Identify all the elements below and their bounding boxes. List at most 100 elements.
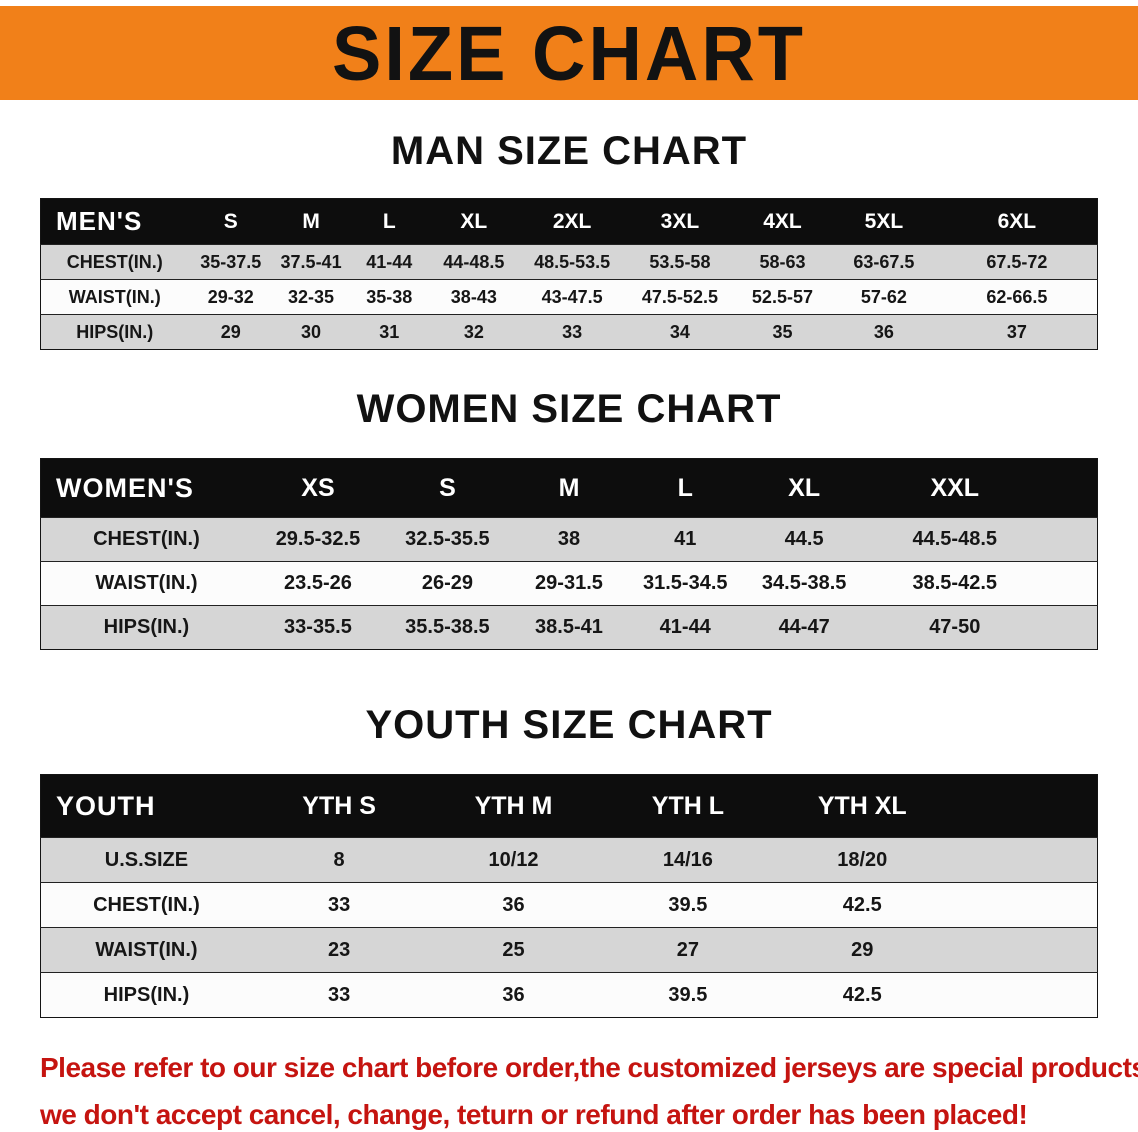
size-column-header: M	[273, 198, 350, 245]
measurement-value-cell: 53.5-58	[649, 251, 711, 272]
measurement-value-cell: 33	[327, 893, 351, 916]
measurement-value-cell: 58-63	[759, 251, 806, 272]
measurement-value-cell: 36	[502, 983, 525, 1006]
disclaimer: Please refer to our size chart before or…	[40, 1044, 1138, 1132]
spacer-cell	[1045, 518, 1098, 562]
size-column-header: L	[349, 198, 430, 245]
measurement-row: CHEST(IN.) 35-37.5 37.5-41 41-44 44-48.5 48.5…	[40, 244, 1098, 280]
size-column-header: 3XL	[626, 198, 734, 245]
measurement-row: HIPS(IN.) 33 36 39.5 42.5	[40, 972, 1098, 1018]
women-size-heading: WOMEN SIZE CHART	[356, 387, 782, 431]
row-label-cell: U.S.SIZE	[104, 848, 189, 871]
measurement-value-cell: 47-50	[929, 616, 981, 638]
measurement-value-cell: 29.5-32.5	[275, 528, 361, 550]
measurement-value-cell: 52.5-57	[751, 286, 813, 307]
row-label-cell: CHEST(IN.)	[93, 528, 200, 550]
size-chart-banner: SIZE CHART	[0, 6, 1138, 100]
measurement-value-cell: 41-44	[659, 616, 711, 638]
measurement-value-cell: 23	[327, 938, 351, 961]
size-column-header: 4XL	[733, 198, 832, 245]
size-column-header: XL	[743, 458, 865, 518]
table-header-row: WOMEN'S XS S M L XL XXL	[40, 458, 1098, 518]
size-column-header: L	[627, 458, 744, 518]
size-column-header: YTH M	[426, 774, 601, 838]
measurement-row: WAIST(IN.) 23 25 27 29	[40, 927, 1098, 973]
measurement-value-cell: 25	[502, 938, 525, 961]
measurement-value-cell: 36	[873, 321, 894, 342]
man-size-table: MEN'S S M L XL 2XL 3XL 4XL 5XL 6XL CHEST(IN.) 35-37…	[40, 198, 1098, 350]
measurement-value-cell: 38.5-42.5	[912, 572, 998, 594]
disclaimer-line-1: Please refer to our size chart before or…	[40, 1052, 1138, 1083]
row-label-cell: CHEST(IN.)	[93, 893, 200, 916]
measurement-value-cell: 23.5-26	[284, 572, 352, 594]
measurement-value-cell: 42.5	[842, 893, 882, 916]
measurement-value-cell: 63-67.5	[853, 251, 915, 272]
row-label-cell: WAIST(IN.)	[95, 938, 198, 961]
table-header-row: YOUTH YTH S YTH M YTH L YTH XL	[40, 774, 1098, 838]
measurement-row: WAIST(IN.) 29-32 32-35 35-38 38-43 43-47.5 47.…	[40, 279, 1098, 315]
measurement-row: HIPS(IN.) 29 30 31 32 33 34 35 36 37	[40, 314, 1098, 350]
measurement-value-cell: 32	[463, 321, 484, 342]
measurement-value-cell: 35	[772, 321, 793, 342]
row-label-cell: CHEST(IN.)	[66, 251, 163, 272]
measurement-value-cell: 30	[301, 321, 322, 342]
measurement-row: CHEST(IN.) 29.5-32.5 32.5-35.5 38 41 44.5 44.5…	[40, 517, 1098, 562]
spacer-cell	[949, 883, 1097, 928]
size-column-header: 6XL	[936, 198, 1098, 245]
measurement-value-cell: 38-43	[450, 286, 497, 307]
measurement-value-cell: 34	[669, 321, 690, 342]
measurement-value-cell: 44.5	[784, 528, 824, 550]
size-column-header: XL	[429, 198, 519, 245]
table-title-cell: MEN'S	[40, 198, 189, 245]
table-title-cell: YOUTH	[40, 774, 252, 838]
measurement-value-cell: 62-66.5	[986, 286, 1048, 307]
measurement-value-cell: 44-47	[778, 616, 830, 638]
measurement-value-cell: 8	[333, 848, 345, 871]
table-header-row: MEN'S S M L XL 2XL 3XL 4XL 5XL 6XL	[40, 198, 1098, 245]
measurement-value-cell: 37.5-41	[280, 251, 342, 272]
table-title-cell: WOMEN'S	[40, 458, 252, 518]
size-column-header: S	[188, 198, 274, 245]
measurement-value-cell: 44-48.5	[443, 251, 505, 272]
measurement-value-cell: 14/16	[662, 848, 713, 871]
disclaimer-line-2: we don't accept cancel, change, teturn o…	[40, 1099, 1028, 1130]
man-size-section: MAN SIZE CHART MEN'S S M L XL 2XL 3XL 4XL 5XL 6XL…	[0, 128, 1138, 350]
measurement-value-cell: 32.5-35.5	[405, 528, 490, 550]
measurement-value-cell: 37	[1006, 321, 1027, 342]
measurement-value-cell: 48.5-53.5	[534, 251, 611, 272]
measurement-value-cell: 35-37.5	[200, 251, 262, 272]
banner-title: SIZE CHART	[332, 9, 806, 97]
measurement-value-cell: 29-31.5	[535, 572, 603, 594]
man-size-heading: MAN SIZE CHART	[390, 129, 748, 173]
youth-size-table: YOUTH YTH S YTH M YTH L YTH XL U.S.SIZE 8 10/12…	[40, 774, 1098, 1018]
measurement-value-cell: 33	[327, 983, 351, 1006]
size-column-header: YTH L	[600, 774, 776, 838]
youth-size-section: YOUTH SIZE CHART YOUTH YTH S YTH M YTH L YTH…	[0, 702, 1138, 1018]
measurement-value-cell: 41-44	[366, 251, 413, 272]
measurement-value-cell: 31	[379, 321, 400, 342]
spacer-cell	[949, 774, 1098, 838]
measurement-row: U.S.SIZE 8 10/12 14/16 18/20	[40, 837, 1098, 883]
measurement-value-cell: 32-35	[288, 286, 335, 307]
row-label-cell: HIPS(IN.)	[103, 616, 190, 638]
measurement-value-cell: 38	[557, 528, 581, 550]
measurement-value-cell: 39.5	[668, 983, 708, 1006]
size-column-header: YTH XL	[775, 774, 950, 838]
spacer-cell	[1045, 562, 1098, 606]
measurement-value-cell: 41	[674, 528, 697, 550]
size-column-header: XS	[251, 458, 385, 518]
size-column-header: M	[510, 458, 628, 518]
measurement-value-cell: 39.5	[668, 893, 708, 916]
size-column-header: XXL	[864, 458, 1045, 518]
measurement-value-cell: 38.5-41	[535, 616, 603, 638]
measurement-row: HIPS(IN.) 33-35.5 35.5-38.5 38.5-41 41-44 44-…	[40, 605, 1098, 650]
measurement-value-cell: 31.5-34.5	[642, 572, 728, 594]
row-label-cell: WAIST(IN.)	[68, 286, 161, 307]
measurement-value-cell: 47.5-52.5	[641, 286, 718, 307]
row-label-cell: HIPS(IN.)	[76, 321, 154, 342]
size-column-header: YTH S	[251, 774, 427, 838]
measurement-value-cell: 44.5-48.5	[912, 528, 998, 550]
measurement-value-cell: 29-32	[207, 286, 254, 307]
size-column-header: S	[384, 458, 511, 518]
